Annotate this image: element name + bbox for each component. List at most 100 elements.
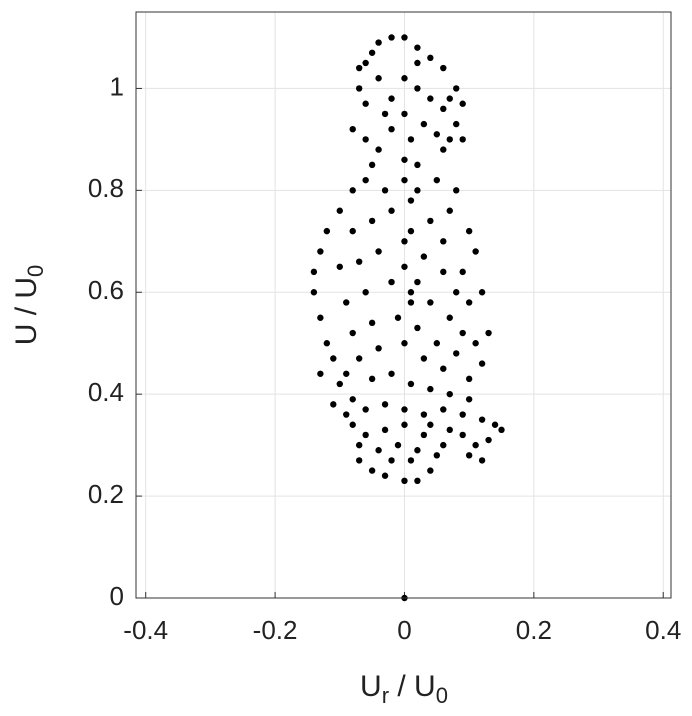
point xyxy=(343,370,350,377)
point xyxy=(427,299,434,306)
point xyxy=(414,187,421,194)
point xyxy=(407,380,415,388)
x-tick-label: 0.2 xyxy=(516,615,552,645)
y-tick-label: 0.4 xyxy=(88,377,124,407)
point xyxy=(401,34,408,41)
point xyxy=(453,187,460,194)
point xyxy=(368,319,376,327)
point xyxy=(368,161,376,169)
plot-frame xyxy=(135,11,672,599)
point xyxy=(472,441,479,449)
y-tick-label: 0.8 xyxy=(88,173,124,203)
point xyxy=(420,355,428,362)
point xyxy=(368,467,376,474)
point xyxy=(349,421,356,428)
point xyxy=(401,406,408,413)
point xyxy=(317,370,324,377)
point xyxy=(394,314,402,321)
point xyxy=(323,340,331,347)
point xyxy=(368,217,376,225)
point xyxy=(407,227,415,235)
point xyxy=(465,452,473,459)
point xyxy=(407,136,415,143)
point xyxy=(478,416,486,423)
point xyxy=(414,44,421,51)
point xyxy=(414,85,421,92)
point xyxy=(407,197,415,204)
point xyxy=(368,375,376,383)
point xyxy=(465,396,473,403)
point xyxy=(388,126,395,133)
point xyxy=(427,421,434,428)
point xyxy=(465,375,473,383)
point xyxy=(401,156,408,163)
point xyxy=(401,75,408,82)
point xyxy=(323,227,331,235)
subscript: 0 xyxy=(436,683,448,708)
point xyxy=(446,95,453,102)
point xyxy=(336,263,343,270)
point xyxy=(427,467,434,474)
label-text: / U xyxy=(389,670,436,703)
point xyxy=(407,457,415,464)
point xyxy=(433,452,441,459)
point xyxy=(355,258,363,265)
points xyxy=(310,34,505,602)
point xyxy=(478,457,486,464)
point xyxy=(375,75,382,82)
point xyxy=(343,411,350,418)
point xyxy=(420,120,428,128)
point xyxy=(420,411,428,418)
point xyxy=(381,426,389,434)
point xyxy=(375,39,382,46)
point xyxy=(420,253,428,260)
point xyxy=(414,161,421,169)
point xyxy=(381,472,389,479)
point xyxy=(401,238,408,245)
point xyxy=(478,360,486,367)
point xyxy=(401,340,408,347)
y-axis-label: U / U0 xyxy=(10,265,48,346)
point xyxy=(362,100,369,107)
point xyxy=(446,136,453,143)
point xyxy=(362,59,369,67)
point xyxy=(433,131,441,138)
label-text: U / U xyxy=(10,277,43,345)
point xyxy=(465,299,473,306)
point xyxy=(362,431,369,439)
x-tick-label: -0.4 xyxy=(123,615,168,645)
point xyxy=(453,289,460,296)
point xyxy=(485,329,492,337)
point xyxy=(414,324,421,332)
point xyxy=(375,345,382,352)
point xyxy=(433,176,441,184)
point xyxy=(440,406,447,413)
point xyxy=(388,278,395,286)
x-tick-label: 0.4 xyxy=(645,615,681,645)
point xyxy=(381,401,389,408)
point xyxy=(310,289,318,296)
point xyxy=(388,370,395,377)
point xyxy=(388,95,395,102)
point xyxy=(440,441,447,449)
point xyxy=(440,105,447,113)
point xyxy=(446,207,453,214)
x-axis-label: Ur / U0 xyxy=(360,670,448,708)
subscript: r xyxy=(382,683,389,708)
y-tick-label: 0.6 xyxy=(88,275,124,305)
point xyxy=(427,95,434,102)
point xyxy=(498,426,505,434)
point xyxy=(427,54,434,62)
subscript: 0 xyxy=(23,265,48,277)
point xyxy=(349,187,356,194)
point xyxy=(381,110,389,118)
point xyxy=(401,421,408,428)
point xyxy=(317,248,324,255)
grid xyxy=(136,12,671,599)
point xyxy=(491,421,499,428)
point xyxy=(465,227,473,235)
point xyxy=(349,126,356,133)
point xyxy=(440,365,447,372)
point xyxy=(349,329,356,337)
